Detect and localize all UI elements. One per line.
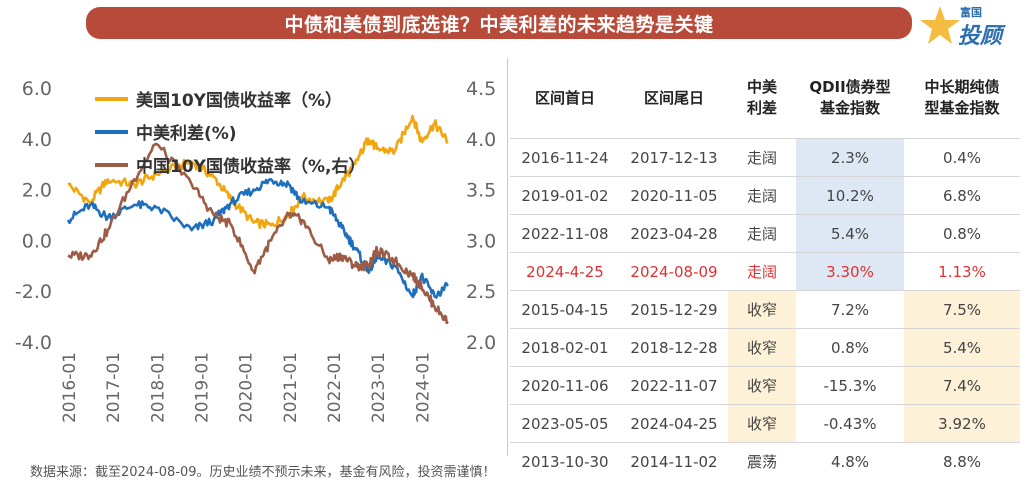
table-cell: 2024-08-09 (620, 252, 728, 291)
table-cell: 2020-11-05 (620, 176, 728, 215)
left-axis-tick: -4.0 (15, 332, 52, 354)
table-cell: 收窄 (728, 366, 796, 405)
brand-name-top: 富国 (960, 6, 982, 19)
table-cell: 2020-11-06 (510, 366, 620, 405)
table-cell: 7.4% (904, 366, 1020, 405)
table-cell: 2017-12-13 (620, 138, 728, 177)
table-cell: 2019-01-02 (510, 176, 620, 215)
right-axis-tick: 4.0 (466, 129, 496, 151)
footer-note: 数据来源：截至2024-08-09。历史业绩不预示未来，基金有风险，投资需谨慎！ (30, 465, 496, 480)
table-cell: 4.8% (796, 442, 904, 480)
table-row: 2013-10-30 2014-11-02 震荡 4.8% 8.8% (510, 442, 1020, 480)
table-row: 2015-04-15 2015-12-29 收窄 7.2% 7.5% (510, 290, 1020, 329)
table-cell: 2018-02-01 (510, 328, 620, 367)
table-cell: 2023-04-28 (620, 214, 728, 253)
right-axis-tick: 3.5 (466, 180, 496, 202)
table-cell: 收窄 (728, 404, 796, 443)
table-row: 2024-4-25 2024-08-09 走阔 3.30% 1.13% (510, 252, 1020, 291)
table-cell: 震荡 (728, 442, 796, 480)
performance-table: 区间首日 区间尾日 中美 利差 QDII债券型 基金指数 中长期纯债 型基金指数 2016-1… (510, 58, 1020, 480)
table-cell: 3.30% (796, 252, 904, 291)
left-axis-tick: 6.0 (22, 78, 52, 100)
left-axis-tick: 0.0 (22, 230, 52, 252)
table-cell: 0.8% (904, 214, 1020, 253)
table-header-4: 中长期纯债 型基金指数 (924, 78, 1000, 117)
left-axis-tick: 2.0 (22, 180, 52, 202)
yield-chart: 6.0 4.0 2.0 0.0 -2.0 -4.0 4.5 4.0 3.5 3.0 2.5 2.0 20… (15, 78, 496, 423)
spread-line (66, 178, 449, 299)
table-cell: 5.4% (796, 214, 904, 253)
table-cell: -15.3% (796, 366, 904, 405)
table-cell: 3.92% (904, 404, 1020, 443)
table-cell: 走阔 (728, 252, 796, 291)
brand-logo: 富国 投顾 (918, 2, 1022, 49)
legend-label: 中美利差(%) (136, 123, 237, 144)
brand-name-bottom: 投顾 (958, 24, 1003, 49)
x-axis-tick: 2024-01 (413, 352, 433, 423)
table-cell: 走阔 (728, 138, 796, 177)
table-cell: 走阔 (728, 176, 796, 215)
right-axis-tick: 2.0 (466, 332, 496, 354)
table-row: 2022-11-08 2023-04-28 走阔 5.4% 0.8% (510, 214, 1020, 253)
table-cell: -0.43% (796, 404, 904, 443)
table-row: 2020-11-06 2022-11-07 收窄 -15.3% 7.4% (510, 366, 1020, 405)
table-header-2: 中美 利差 (746, 78, 777, 117)
table-cell: 走阔 (728, 214, 796, 253)
table-cell: 2016-11-24 (510, 138, 620, 177)
right-axis-tick: 4.5 (466, 78, 496, 100)
table-cell: 2.3% (796, 138, 904, 177)
table-cell: 2022-11-07 (620, 366, 728, 405)
table-header-3: QDII债券型 基金指数 (809, 78, 891, 117)
x-axis-tick: 2023-01 (369, 352, 389, 423)
x-axis-tick: 2016-01 (60, 352, 80, 423)
table-cell: 7.2% (796, 290, 904, 329)
right-axis-tick: 3.0 (466, 230, 496, 252)
table-row: 2023-05-05 2024-04-25 收窄 -0.43% 3.92% (510, 404, 1020, 443)
right-axis-tick: 2.5 (466, 281, 496, 303)
cn-yield-line (67, 142, 449, 325)
us-yield-line (67, 114, 449, 229)
table-cell: 8.8% (904, 442, 1020, 480)
table-cell: 收窄 (728, 328, 796, 367)
title-banner: 中债和美债到底选谁？中美利差的未来趋势是关键 (86, 7, 912, 39)
table-cell: 2015-04-15 (510, 290, 620, 329)
table-header-0: 区间首日 (534, 88, 595, 107)
table-cell: 6.8% (904, 176, 1020, 215)
page-title: 中债和美债到底选谁？中美利差的未来趋势是关键 (284, 13, 714, 36)
table-header-row: 区间首日 区间尾日 中美 利差 QDII债券型 基金指数 中长期纯债 型基金指数 (510, 58, 1020, 139)
table-cell: 2024-4-25 (510, 252, 620, 291)
table-cell: 2015-12-29 (620, 290, 728, 329)
legend-label: 中国10Y国债收益率（%,右） (136, 156, 365, 177)
table-row: 2016-11-24 2017-12-13 走阔 2.3% 0.4% (510, 138, 1020, 177)
x-axis-tick: 2019-01 (192, 352, 212, 423)
star-icon (920, 6, 960, 44)
divider (507, 58, 508, 456)
table-cell: 2022-11-08 (510, 214, 620, 253)
table-cell: 0.8% (796, 328, 904, 367)
table-cell: 2013-10-30 (510, 442, 620, 480)
table-cell: 2023-05-05 (510, 404, 620, 443)
x-axis-tick: 2020-01 (237, 352, 257, 423)
left-axis-tick: 4.0 (22, 129, 52, 151)
table-cell: 2018-12-28 (620, 328, 728, 367)
table-cell: 0.4% (904, 138, 1020, 177)
x-axis-tick: 2022-01 (325, 352, 345, 423)
x-axis-tick: 2017-01 (104, 352, 124, 423)
table-header-1: 区间尾日 (643, 88, 704, 107)
table-cell: 收窄 (728, 290, 796, 329)
x-axis-tick: 2018-01 (148, 352, 168, 423)
legend-label: 美国10Y国债收益率（%） (136, 90, 342, 111)
table-cell: 10.2% (796, 176, 904, 215)
left-axis-tick: -2.0 (15, 281, 52, 303)
x-axis-tick: 2021-01 (281, 352, 301, 423)
table-cell: 2014-11-02 (620, 442, 728, 480)
table-cell: 2024-04-25 (620, 404, 728, 443)
table-cell: 7.5% (904, 290, 1020, 329)
table-row: 2019-01-02 2020-11-05 走阔 10.2% 6.8% (510, 176, 1020, 215)
table-cell: 1.13% (904, 252, 1020, 291)
table-row: 2018-02-01 2018-12-28 收窄 0.8% 5.4% (510, 328, 1020, 367)
table-cell: 5.4% (904, 328, 1020, 367)
